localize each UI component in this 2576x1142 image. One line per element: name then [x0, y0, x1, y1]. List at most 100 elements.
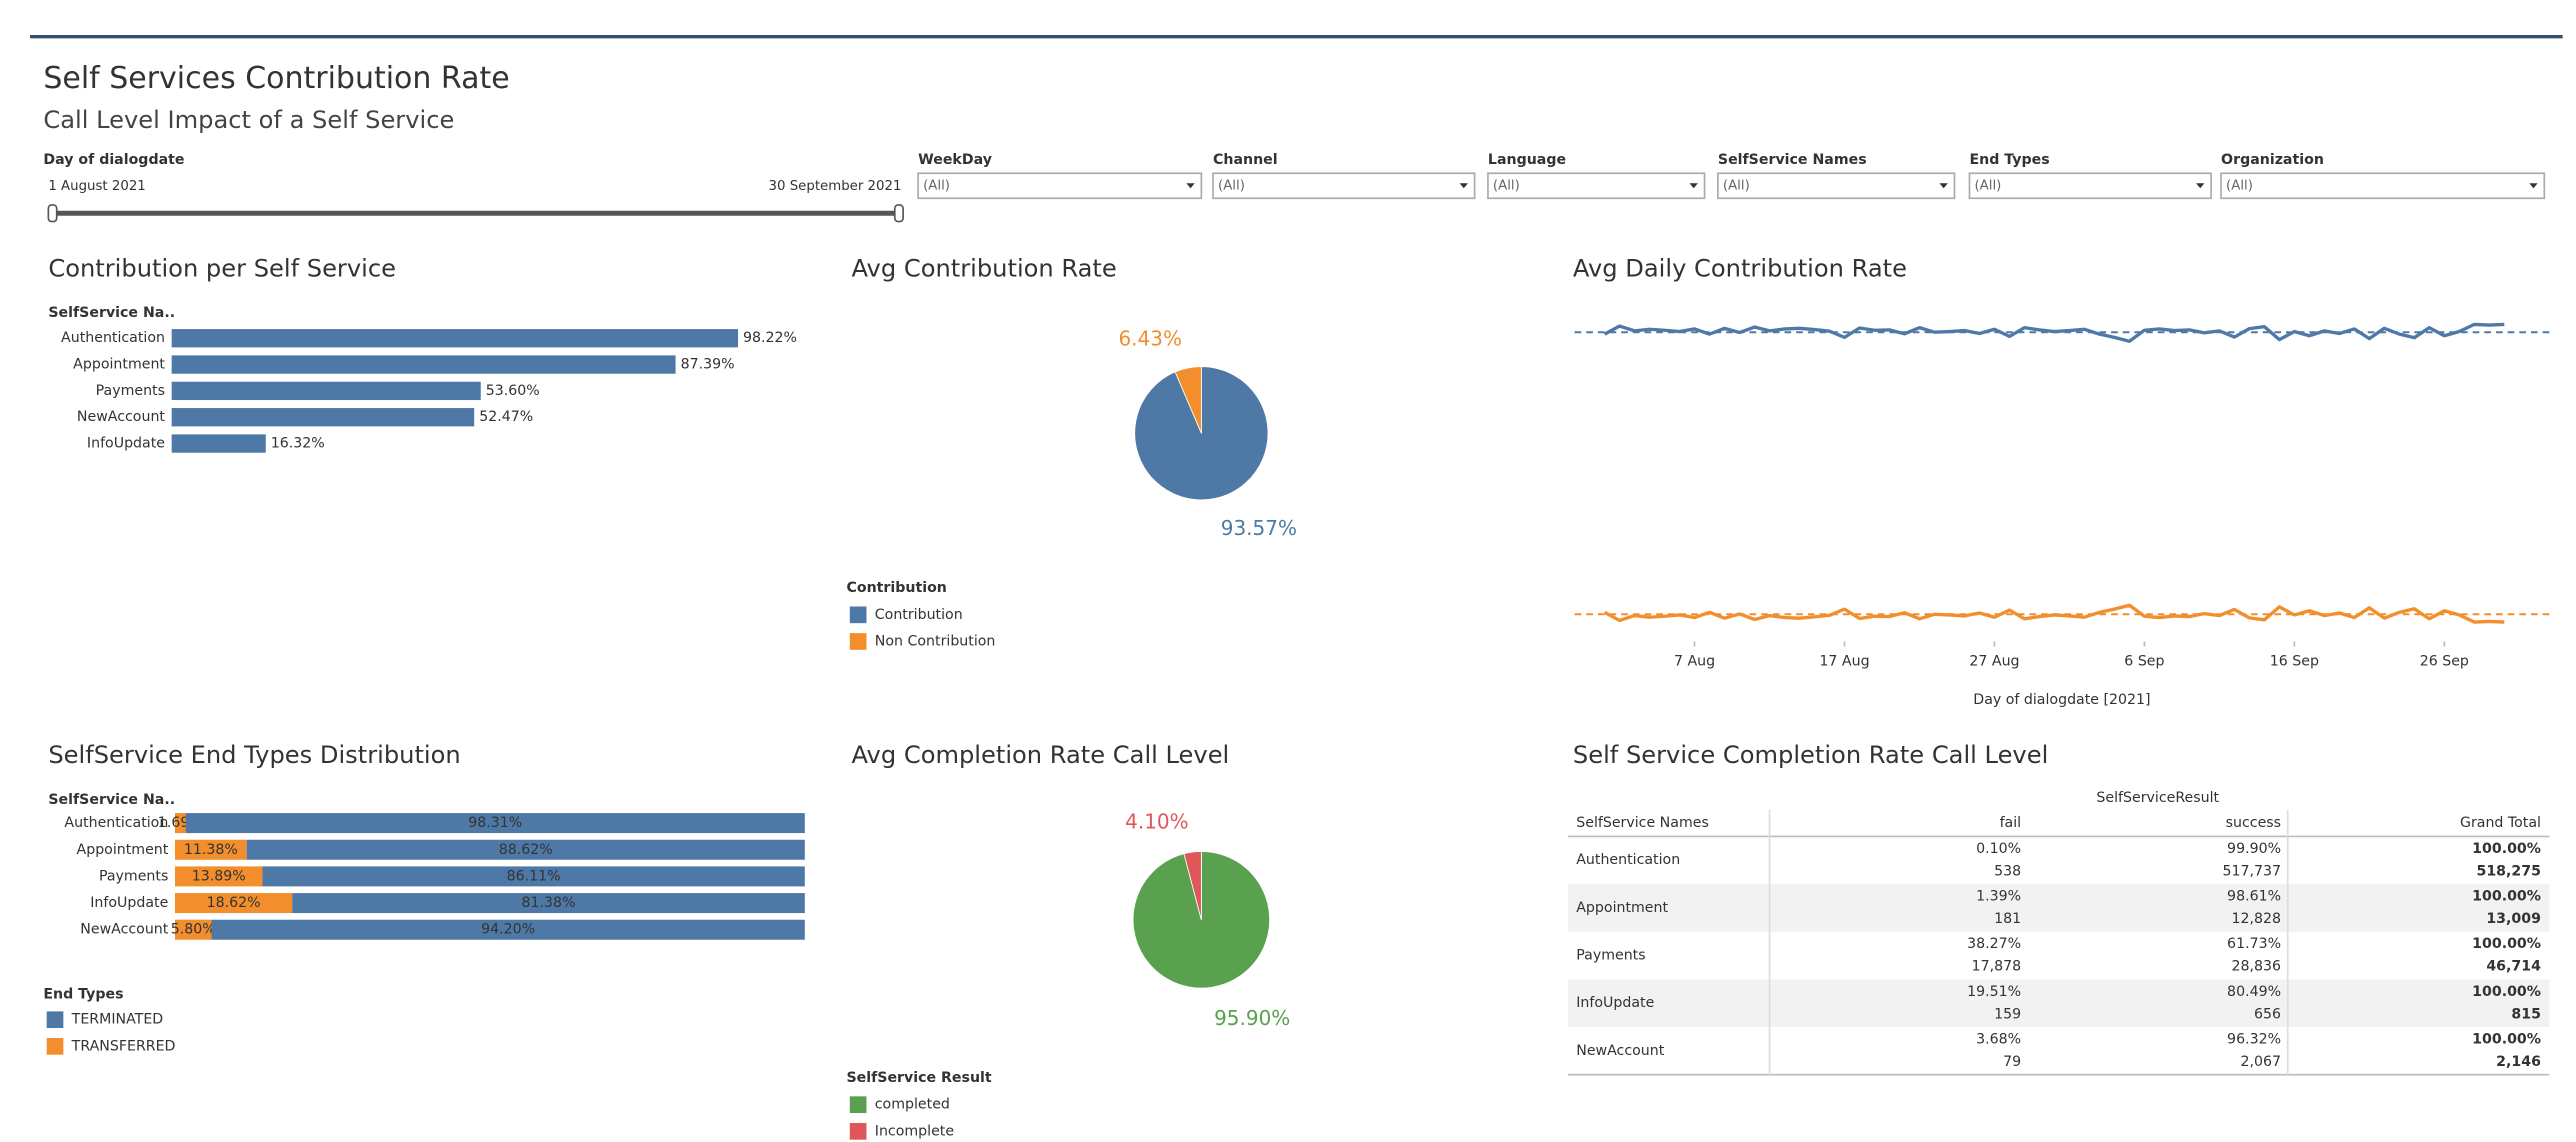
dropdown-arrow — [1459, 183, 1468, 189]
legend-swatch — [849, 606, 867, 624]
legend-label: TERMINATED — [71, 1012, 164, 1028]
x-tick-label: 26 Sep — [2420, 653, 2469, 669]
legend-title: Contribution — [846, 580, 946, 596]
bar-segment — [174, 919, 212, 940]
dashboard-subtitle: Call Level Impact of a Self Service — [43, 106, 454, 134]
category-label: Authentication — [61, 330, 165, 346]
table-cell: 79 — [2003, 1054, 2021, 1070]
table-column-header: fail — [2000, 815, 2022, 831]
filter-dropdown[interactable] — [1717, 172, 1956, 200]
category-label: Authentication — [64, 815, 168, 831]
category-label: Appointment — [77, 842, 169, 858]
date-slider-handle[interactable] — [47, 204, 58, 223]
filter-dropdown[interactable] — [1968, 172, 2212, 200]
chart-title: Avg Contribution Rate — [851, 254, 1116, 282]
legend-swatch — [46, 1038, 64, 1055]
value-label: 87.39% — [681, 357, 735, 373]
value-label: 52.47% — [479, 409, 533, 425]
table-cell: 518,275 — [2476, 863, 2540, 879]
x-tick-label: 16 Sep — [2270, 653, 2319, 669]
value-label: 94.20% — [481, 922, 535, 938]
filter-dropdown[interactable] — [1487, 172, 1706, 200]
table-cell: 46,714 — [2486, 959, 2541, 975]
table-cell: 181 — [1994, 911, 2021, 927]
table-row-name: Appointment — [1576, 900, 1668, 916]
value-label: 98.22% — [743, 330, 797, 346]
chart-title: SelfService End Types Distribution — [48, 741, 460, 769]
legend-label: completed — [875, 1097, 950, 1113]
filter-value: (All) — [1493, 178, 1520, 193]
value-label: 86.11% — [507, 868, 561, 884]
bar-segment — [174, 866, 263, 887]
legend-label: Non Contribution — [875, 633, 996, 649]
table-row-name: Payments — [1576, 948, 1645, 964]
x-tick-label: 27 Aug — [1969, 653, 2019, 669]
value-label: 5.80% — [171, 922, 216, 938]
table-cell: 96.32% — [2227, 1032, 2281, 1048]
table-cell: 100.00% — [2472, 936, 2541, 952]
table-cell: 61.73% — [2227, 936, 2281, 952]
table-column-header: Grand Total — [2460, 815, 2541, 831]
table-cell: 159 — [1994, 1006, 2021, 1022]
value-label: 98.31% — [468, 815, 522, 831]
table-cell: 98.61% — [2227, 889, 2281, 905]
filter-label: WeekDay — [918, 152, 992, 168]
table-cell: 100.00% — [2472, 1032, 2541, 1048]
value-label: 11.38% — [184, 842, 238, 858]
bar-segment — [246, 839, 805, 860]
legend-swatch — [849, 1123, 867, 1140]
category-label: Payments — [99, 868, 168, 884]
chart-title: Avg Completion Rate Call Level — [851, 741, 1229, 769]
bar — [171, 434, 266, 453]
table-row-bg — [1567, 979, 2550, 1028]
bar-segment — [174, 893, 293, 914]
category-label: Appointment — [73, 357, 165, 373]
dropdown-arrow — [2196, 183, 2205, 189]
filter-dropdown[interactable] — [1212, 172, 1476, 200]
legend-title: SelfService Result — [846, 1070, 991, 1086]
bar-segment — [174, 839, 247, 860]
bar — [171, 381, 481, 401]
table-cell: 815 — [2511, 1006, 2541, 1022]
chart-title: Avg Daily Contribution Rate — [1573, 254, 1907, 282]
x-tick-label: 6 Sep — [2124, 653, 2164, 669]
bar-segment — [185, 813, 805, 834]
dropdown-arrow — [2529, 183, 2538, 189]
table-cell: 17,878 — [1972, 959, 2022, 975]
filter-label: Language — [1488, 152, 1566, 168]
table-cell: 100.00% — [2472, 841, 2541, 857]
filter-value: (All) — [2226, 178, 2253, 193]
table-title: Self Service Completion Rate Call Level — [1573, 741, 2048, 769]
bar — [171, 329, 739, 348]
table-row-bg — [1567, 884, 2550, 932]
legend-swatch — [849, 633, 867, 650]
value-label: 18.62% — [207, 895, 261, 911]
filter-label: Organization — [2221, 152, 2324, 168]
table-row-name: NewAccount — [1576, 1043, 1664, 1059]
value-label: 4.10% — [1125, 809, 1189, 833]
dashboard-title: Self Services Contribution Rate — [43, 61, 509, 96]
value-label: 53.60% — [486, 383, 540, 399]
table-cell: 38.27% — [1967, 936, 2021, 952]
table-cell: 100.00% — [2472, 984, 2541, 1000]
filter-dropdown[interactable] — [2220, 172, 2546, 200]
bar — [171, 355, 676, 374]
table-cell: 19.51% — [1967, 984, 2021, 1000]
table-row-name: Authentication — [1576, 852, 1680, 868]
value-label: 13.89% — [192, 868, 246, 884]
bar-segment — [292, 893, 805, 914]
table-cell: 538 — [1994, 863, 2021, 879]
table-cell: 13,009 — [2486, 911, 2541, 927]
dropdown-arrow — [1689, 183, 1698, 189]
x-axis-title: Day of dialogdate [2021] — [1973, 692, 2150, 708]
value-label: 93.57% — [1221, 516, 1297, 540]
axis-label: SelfService Na.. — [48, 305, 175, 321]
value-label: 95.90% — [1214, 1006, 1290, 1030]
filter-dropdown[interactable] — [917, 172, 1203, 200]
table-group-header: SelfServiceResult — [2096, 790, 2219, 806]
line-series — [1603, 322, 2505, 343]
date-filter-label: Day of dialogdate — [43, 152, 184, 168]
date-slider-handle[interactable] — [893, 204, 904, 223]
table-cell: 100.00% — [2472, 889, 2541, 905]
category-label: NewAccount — [80, 922, 168, 938]
